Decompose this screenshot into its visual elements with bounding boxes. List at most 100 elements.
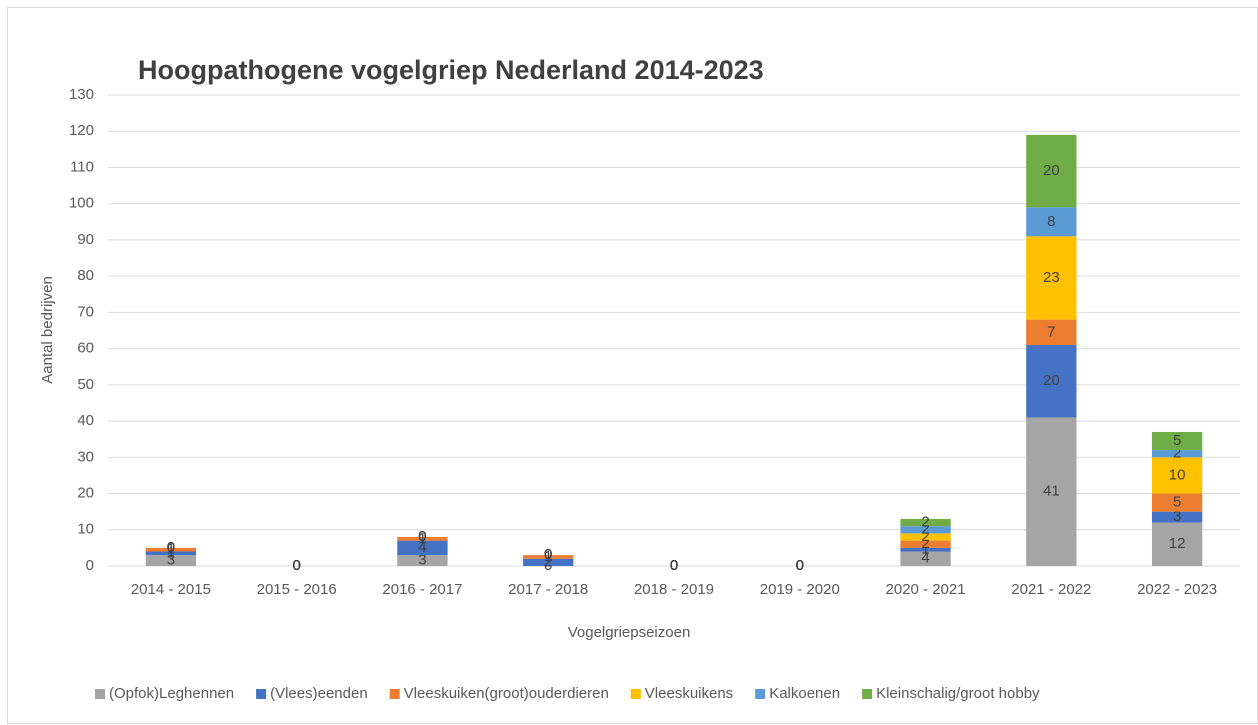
- bar-segment: [1151, 511, 1203, 523]
- x-tick-label: 2015 - 2016: [257, 581, 337, 598]
- legend-label: Kleinschalig/groot hobby: [876, 685, 1040, 702]
- data-label: 0: [418, 528, 426, 545]
- data-label: 1: [167, 544, 175, 561]
- x-tick-label: 2018 - 2019: [634, 581, 714, 598]
- data-label: 0: [796, 557, 804, 574]
- legend-label: (Opfok)Leghennen: [109, 685, 234, 702]
- bar-segment: [900, 547, 951, 552]
- bar-segment: [900, 551, 951, 566]
- bar-segment: [1151, 493, 1203, 512]
- data-label: 5: [1173, 494, 1181, 511]
- data-label: 0: [292, 557, 300, 574]
- legend-label: (Vlees)eenden: [270, 685, 368, 702]
- x-tick-label: 2020 - 2021: [886, 581, 966, 598]
- data-label: 0: [167, 539, 175, 556]
- data-label: 0: [796, 557, 804, 574]
- y-tick-label: 90: [77, 231, 94, 248]
- data-label: 2: [921, 528, 929, 545]
- data-label: 1: [544, 548, 552, 565]
- bar-segment: [145, 551, 197, 556]
- x-tick-label: 2019 - 2020: [760, 581, 840, 598]
- data-label: 1: [921, 541, 929, 558]
- y-tick-label: 10: [77, 521, 94, 538]
- bar-segment: [523, 555, 574, 559]
- legend-swatch: [630, 689, 641, 699]
- chart-title: Hoogpathogene vogelgriep Nederland 2014-…: [138, 55, 764, 85]
- data-label: 0: [292, 557, 300, 574]
- data-label: 0: [670, 557, 678, 574]
- legend-swatch: [256, 689, 267, 699]
- y-tick-label: 40: [77, 412, 94, 429]
- data-label: 20: [1043, 372, 1060, 389]
- y-tick-label: 0: [86, 557, 94, 574]
- bar-segment: [1151, 450, 1203, 458]
- data-label: 8: [1047, 213, 1055, 230]
- data-label: 0: [544, 546, 552, 563]
- bar-segment: [900, 526, 951, 534]
- data-label: 0: [670, 557, 678, 574]
- bar-segment: [1026, 319, 1077, 345]
- legend-label: Kalkoenen: [769, 685, 840, 702]
- x-tick-label: 2016 - 2017: [382, 581, 462, 598]
- x-axis-label: Vogelgriepseizoen: [568, 624, 691, 641]
- y-axis-label: Aantal bedrijven: [39, 276, 56, 384]
- data-label: 2: [1173, 445, 1181, 462]
- data-label: 0: [292, 557, 300, 574]
- y-tick-label: 30: [77, 448, 94, 465]
- y-tick-label: 120: [69, 122, 94, 139]
- data-label: 2: [544, 553, 552, 570]
- bar-segment: [1026, 134, 1077, 208]
- bar-segment: [523, 558, 574, 566]
- data-label: 12: [1169, 535, 1186, 552]
- data-label: 2: [921, 513, 929, 530]
- y-tick-label: 70: [77, 303, 94, 320]
- data-label: 3: [418, 552, 426, 569]
- data-label: 3: [1173, 508, 1181, 525]
- data-label: 0: [418, 528, 426, 545]
- y-tick-label: 100: [69, 195, 94, 212]
- data-label: 0: [796, 557, 804, 574]
- data-label: 10: [1169, 466, 1186, 483]
- data-label: 20: [1043, 162, 1060, 179]
- bar-segment: [1151, 431, 1203, 451]
- data-label: 0: [292, 557, 300, 574]
- data-label: 5: [1173, 432, 1181, 449]
- data-label: 0: [796, 557, 804, 574]
- data-label: 0: [167, 539, 175, 556]
- data-label: 2: [921, 521, 929, 538]
- data-label: 0: [670, 557, 678, 574]
- data-label: 0: [670, 557, 678, 574]
- data-label: 4: [418, 539, 426, 556]
- data-label: 1: [167, 541, 175, 558]
- data-label: 0: [292, 557, 300, 574]
- data-label: 0: [796, 557, 804, 574]
- y-tick-label: 50: [77, 376, 94, 393]
- legend-swatch: [389, 689, 400, 699]
- data-label: 23: [1043, 269, 1060, 286]
- legend-swatch: [862, 689, 873, 699]
- y-tick-label: 20: [77, 485, 94, 502]
- data-label: 0: [544, 546, 552, 563]
- bar-segment: [1026, 344, 1077, 418]
- bar-segment: [1151, 522, 1203, 566]
- bar-segment: [397, 555, 448, 566]
- bar-segment: [145, 547, 197, 552]
- data-label: 3: [167, 552, 175, 569]
- bar-segment: [1151, 457, 1203, 494]
- legend-label: Vleeskuiken(groot)ouderdieren: [404, 685, 609, 702]
- bar-segment: [397, 540, 448, 556]
- legend-label: Vleeskuikens: [645, 685, 733, 702]
- bar-segment: [1026, 207, 1077, 237]
- data-label: 4: [921, 550, 929, 567]
- bar-segment: [1026, 417, 1077, 566]
- data-label: 0: [544, 546, 552, 563]
- y-tick-label: 80: [77, 267, 94, 284]
- data-label: 41: [1043, 483, 1060, 500]
- x-tick-label: 2014 - 2015: [131, 581, 211, 598]
- bar-segment: [145, 555, 197, 566]
- legend-swatch: [95, 689, 105, 699]
- data-label: 0: [670, 557, 678, 574]
- bar-segment: [900, 518, 951, 527]
- x-tick-label: 2022 - 2023: [1137, 581, 1217, 598]
